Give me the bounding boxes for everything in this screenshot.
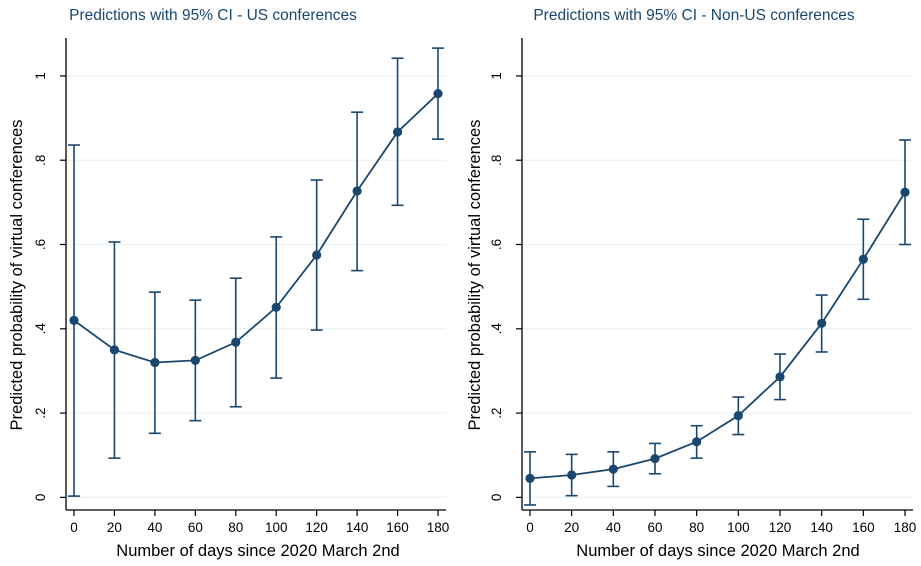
data-point	[817, 318, 827, 328]
x-axis-label: Number of days since 2020 March 2nd	[576, 542, 859, 560]
data-point	[692, 437, 702, 447]
x-tick-label: 120	[769, 520, 792, 535]
data-point	[150, 357, 160, 368]
data-point	[608, 464, 618, 474]
y-tick-label: 0	[489, 494, 504, 502]
x-tick-label: 0	[526, 520, 534, 535]
chart-title: Predictions with 95% CI - Non-US confere…	[533, 7, 855, 24]
y-tick-label: 1	[33, 72, 48, 80]
y-tick-label: 0	[33, 494, 48, 502]
x-axis-label: Number of days since 2020 March 2nd	[116, 542, 399, 560]
x-tick-label: 40	[606, 520, 621, 535]
x-tick-label: 0	[70, 520, 78, 535]
x-tick-label: 140	[346, 520, 369, 535]
chart-title: Predictions with 95% CI - US conferences	[69, 7, 357, 24]
data-point	[900, 187, 910, 197]
x-tick-label: 60	[647, 520, 662, 535]
x-tick-label: 140	[810, 520, 833, 535]
series-line	[73, 92, 439, 364]
data-point	[109, 345, 120, 355]
data-point	[392, 127, 403, 137]
x-tick-label: 20	[107, 520, 122, 535]
series-line	[529, 191, 906, 480]
y-axis-label: Predicted probability of virtual confere…	[8, 120, 26, 431]
data-point	[271, 302, 281, 312]
data-point	[190, 355, 200, 365]
data-point	[567, 470, 577, 480]
y-tick-label: .8	[33, 155, 48, 166]
data-point	[231, 337, 241, 347]
x-tick-label: 40	[147, 520, 162, 535]
y-tick-label: .4	[489, 323, 504, 335]
y-tick-label: .4	[33, 323, 48, 335]
x-tick-label: 180	[427, 520, 450, 535]
y-tick-label: .8	[489, 155, 504, 166]
y-axis-label: Predicted probability of virtual confere…	[466, 120, 484, 431]
x-tick-label: 80	[689, 520, 704, 535]
data-point	[858, 254, 868, 264]
x-tick-label: 20	[564, 520, 579, 535]
x-tick-label: 100	[265, 520, 288, 535]
y-tick-label: .2	[489, 407, 504, 418]
x-tick-label: 60	[188, 520, 203, 535]
chart-us-conferences: Predictions with 95% CI - US conferences…	[8, 7, 449, 560]
data-point	[525, 473, 535, 483]
chart-non-us-conferences: Predictions with 95% CI - Non-US confere…	[466, 7, 916, 560]
y-tick-label: 1	[489, 72, 504, 80]
y-tick-label: .6	[489, 239, 504, 250]
x-tick-label: 160	[386, 520, 409, 535]
y-tick-label: .2	[33, 407, 48, 418]
x-tick-label: 180	[894, 520, 917, 535]
data-point	[352, 186, 362, 196]
y-tick-label: .6	[33, 239, 48, 250]
data-point	[312, 250, 322, 260]
data-point	[433, 89, 443, 99]
data-point	[650, 453, 660, 464]
x-tick-label: 160	[852, 520, 875, 535]
x-tick-label: 100	[727, 520, 750, 535]
data-point	[775, 372, 785, 382]
x-tick-label: 80	[228, 520, 243, 535]
x-tick-label: 120	[305, 520, 328, 535]
data-point	[69, 315, 79, 325]
data-point	[733, 411, 743, 421]
